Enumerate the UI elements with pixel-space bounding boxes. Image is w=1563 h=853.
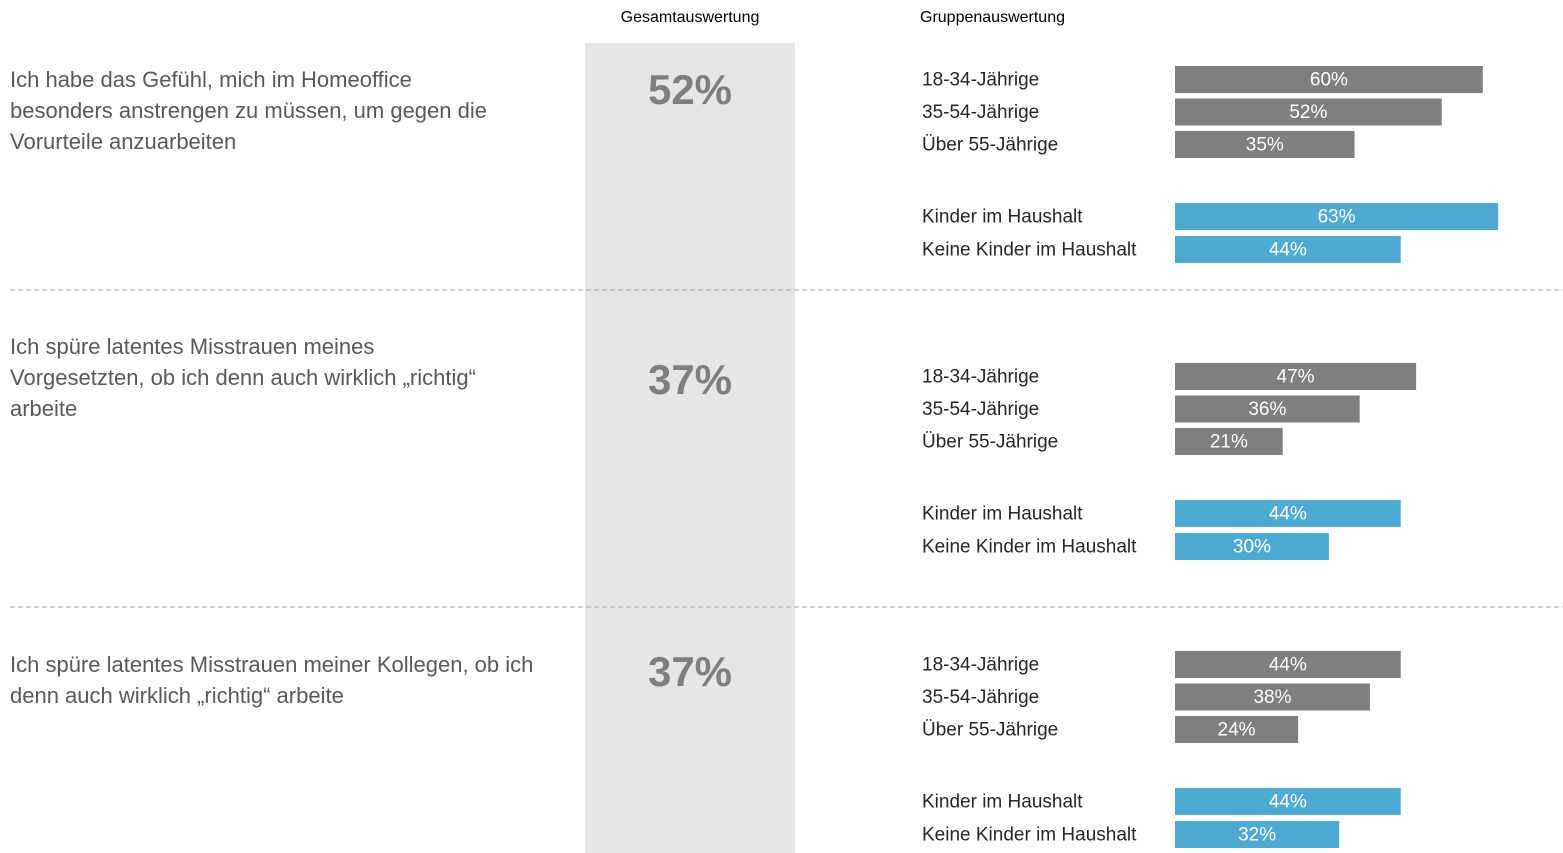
bar [1175,203,1499,230]
value-label: 44% [1269,240,1307,261]
category-label: Kinder im Haushalt [922,792,1083,813]
total-value: 37% [648,648,732,695]
category-label: 18-34-Jährige [922,367,1039,388]
value-label: 35% [1246,135,1284,156]
total-value: 37% [648,356,732,403]
category-label: 35-54-Jährige [922,102,1039,123]
bar [1175,500,1401,527]
category-label: Über 55-Jährige [922,720,1058,741]
category-label: 35-54-Jährige [922,399,1039,420]
bar [1175,533,1329,560]
bar [1175,131,1355,158]
bar [1175,788,1401,815]
statement: Ich spüre latentes Misstrauen meines Vor… [10,334,476,421]
statement: Ich habe das Gefühl, mich im Homeoffice … [10,67,487,154]
bar [1175,651,1401,678]
statement: Ich spüre latentes Misstrauen meiner Kol… [10,652,534,708]
category-label: Über 55-Jährige [922,432,1058,453]
category-label: 18-34-Jährige [922,655,1039,676]
value-label: 63% [1318,207,1356,228]
category-label: Keine Kinder im Haushalt [922,825,1137,846]
value-label: 52% [1289,102,1327,123]
total-value: 52% [648,66,732,113]
bar [1175,363,1417,390]
bar [1175,683,1370,711]
value-label: 36% [1248,399,1286,420]
total-column [585,43,795,853]
value-label: 24% [1218,720,1256,741]
value-label: 30% [1233,537,1271,558]
category-label: 18-34-Jährige [922,70,1039,91]
bar [1175,236,1401,263]
category-label: Kinder im Haushalt [922,207,1083,228]
bar [1175,66,1483,93]
category-label: Über 55-Jährige [922,135,1058,156]
value-label: 44% [1269,504,1307,525]
value-label: 38% [1253,687,1291,708]
bar [1175,98,1442,126]
bar [1175,428,1283,455]
bar [1175,821,1340,848]
value-label: 60% [1310,70,1348,91]
value-label: 44% [1269,655,1307,676]
category-label: Keine Kinder im Haushalt [922,537,1137,558]
group-heading: Gruppenauswertung [920,9,1065,26]
bar [1175,395,1360,423]
value-label: 44% [1269,792,1307,813]
category-label: Keine Kinder im Haushalt [922,240,1137,261]
value-label: 47% [1277,367,1315,388]
value-label: 21% [1210,432,1248,453]
category-label: 35-54-Jährige [922,687,1039,708]
category-label: Kinder im Haushalt [922,504,1083,525]
value-label: 32% [1238,825,1276,846]
total-heading: Gesamtauswertung [621,9,760,26]
bar [1175,716,1299,743]
